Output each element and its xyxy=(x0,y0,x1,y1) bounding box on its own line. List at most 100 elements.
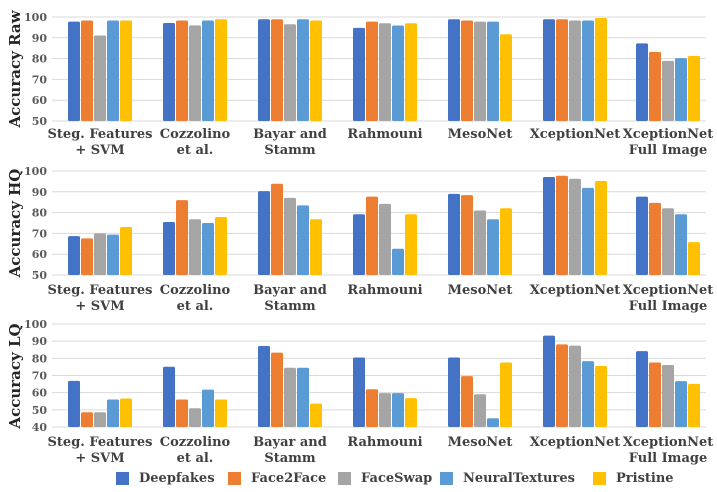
accuracy-hq-bar-faceswap xyxy=(284,197,296,275)
accuracy-raw-bar-deepfakes xyxy=(448,19,460,121)
accuracy-raw-bar-neuraltextures xyxy=(675,58,687,121)
accuracy-lq-y-tick-label: 70 xyxy=(32,370,48,383)
accuracy-hq-bar-pristine xyxy=(688,242,700,275)
accuracy-lq-x-tick-label: Steg. Features xyxy=(48,435,153,450)
accuracy-lq-bar-deepfakes xyxy=(163,366,175,427)
accuracy-lq-x-tick-label: XceptionNet xyxy=(623,435,714,450)
accuracy-lq-x-tick-label: Stamm xyxy=(264,451,316,465)
accuracy-lq-bar-face2face xyxy=(556,344,568,427)
accuracy-lq-bar-deepfakes xyxy=(543,335,555,427)
accuracy-lq-bar-pristine xyxy=(215,399,227,427)
accuracy-hq-bar-face2face xyxy=(81,238,93,275)
accuracy-raw-bar-deepfakes xyxy=(258,19,270,121)
accuracy-hq-bar-deepfakes xyxy=(353,214,365,275)
accuracy-raw-bar-face2face xyxy=(649,51,661,121)
accuracy-raw-bar-faceswap xyxy=(284,24,296,122)
accuracy-lq-bar-faceswap xyxy=(284,367,296,427)
legend-item-deepfakes: Deepfakes xyxy=(116,468,215,488)
accuracy-raw-bar-face2face xyxy=(81,20,93,122)
accuracy-hq-bar-deepfakes xyxy=(636,196,648,275)
accuracy-raw-bar-faceswap xyxy=(474,21,486,121)
accuracy-hq-bar-pristine xyxy=(500,208,512,275)
accuracy-hq-x-tick-label: MesoNet xyxy=(448,283,513,298)
accuracy-raw-bar-pristine xyxy=(595,18,607,121)
legend: Deepfakes Face2Face FaceSwap NeuralTextu… xyxy=(0,468,717,488)
accuracy-hq-y-tick-label: 80 xyxy=(32,207,48,220)
accuracy-raw-bar-faceswap xyxy=(662,60,674,121)
accuracy-lq-bar-pristine xyxy=(688,383,700,427)
accuracy-lq-bar-deepfakes xyxy=(353,357,365,427)
accuracy-lq-bar-deepfakes xyxy=(258,345,270,427)
accuracy-raw-y-tick-label: 70 xyxy=(32,73,48,86)
accuracy-hq-bar-pristine xyxy=(310,219,322,275)
accuracy-lq-bar-faceswap xyxy=(662,365,674,427)
accuracy-lq-bar-face2face xyxy=(649,362,661,427)
accuracy-raw-x-tick-label: Stamm xyxy=(264,143,316,158)
accuracy-hq-x-tick-label: Rahmouni xyxy=(347,283,422,298)
legend-label-pristine: Pristine xyxy=(616,470,674,486)
accuracy-hq-bar-deepfakes xyxy=(163,221,175,275)
legend-label-neuraltextures: NeuralTextures xyxy=(463,470,575,486)
accuracy-raw-bar-pristine xyxy=(405,23,417,122)
accuracy-lq-bar-neuraltextures xyxy=(582,361,594,427)
accuracy-hq-bar-neuraltextures xyxy=(487,219,499,275)
accuracy-lq-bar-neuraltextures xyxy=(202,389,214,427)
accuracy-raw-bar-pristine xyxy=(310,20,322,122)
accuracy-hq-bar-neuraltextures xyxy=(675,214,687,275)
accuracy-raw-bar-faceswap xyxy=(569,20,581,122)
accuracy-hq-bar-pristine xyxy=(595,180,607,275)
accuracy-raw-bar-deepfakes xyxy=(636,43,648,121)
accuracy-hq-bar-deepfakes xyxy=(68,236,80,275)
accuracy-hq-x-tick-label: XceptionNet xyxy=(530,283,621,298)
accuracy-raw-bar-face2face xyxy=(556,19,568,121)
accuracy-lq-bar-deepfakes xyxy=(448,357,460,427)
accuracy-raw-bar-neuraltextures xyxy=(487,21,499,121)
accuracy-lq-bar-face2face xyxy=(366,389,378,427)
accuracy-lq-bar-neuraltextures xyxy=(107,399,119,427)
accuracy-hq-x-tick-label: Stamm xyxy=(264,299,316,314)
accuracy-raw-bar-neuraltextures xyxy=(107,20,119,122)
accuracy-raw-bar-pristine xyxy=(500,34,512,121)
accuracy-lq-bar-face2face xyxy=(81,412,93,427)
legend-swatch-pristine xyxy=(593,471,606,485)
accuracy-hq-bar-faceswap xyxy=(94,233,106,275)
accuracy-lq-x-tick-label: Cozzolino xyxy=(160,435,231,450)
accuracy-hq-y-tick-label: 70 xyxy=(32,227,48,240)
legend-swatch-faceswap xyxy=(338,471,351,485)
accuracy-hq-bar-deepfakes xyxy=(448,193,460,275)
accuracy-hq-x-tick-label: Cozzolino xyxy=(160,283,231,298)
accuracy-lq-bar-faceswap xyxy=(94,412,106,427)
accuracy-hq-x-tick-label: Full Image xyxy=(629,299,707,314)
accuracy-raw-x-tick-label: Full Image xyxy=(629,143,707,158)
accuracy-hq-bar-pristine xyxy=(120,226,132,275)
legend-item-faceswap: FaceSwap xyxy=(338,468,432,488)
accuracy-lq-y-axis-title: Accuracy LQ xyxy=(6,323,24,429)
accuracy-lq-bar-faceswap xyxy=(189,408,201,427)
accuracy-raw-bar-deepfakes xyxy=(163,23,175,122)
accuracy-hq-bar-face2face xyxy=(271,183,283,275)
accuracy-raw-x-tick-label: XceptionNet xyxy=(530,127,621,142)
accuracy-lq-bar-pristine xyxy=(120,398,132,427)
accuracy-raw-y-tick-label: 60 xyxy=(32,94,48,107)
accuracy-lq-bar-face2face xyxy=(176,399,188,427)
accuracy-raw-x-tick-label: Rahmouni xyxy=(347,127,422,142)
accuracy-hq-bar-faceswap xyxy=(189,219,201,275)
accuracy-lq-bar-face2face xyxy=(271,352,283,427)
legend-item-face2face: Face2Face xyxy=(228,468,326,488)
accuracy-raw-bar-pristine xyxy=(120,20,132,122)
accuracy-lq-bar-faceswap xyxy=(474,394,486,427)
accuracy-lq-x-tick-label: et al. xyxy=(177,451,214,465)
accuracy-raw-bar-face2face xyxy=(366,21,378,121)
accuracy-raw-x-tick-label: Cozzolino xyxy=(160,127,231,142)
legend-swatch-face2face xyxy=(228,471,241,485)
legend-label-faceswap: FaceSwap xyxy=(361,470,433,486)
accuracy-lq-y-tick-label: 60 xyxy=(32,387,48,400)
accuracy-lq-x-tick-label: Rahmouni xyxy=(347,435,422,450)
accuracy-lq-x-tick-label: MesoNet xyxy=(448,435,513,450)
accuracy-hq-y-tick-label: 60 xyxy=(32,248,48,261)
accuracy-lq-bar-deepfakes xyxy=(636,351,648,427)
accuracy-hq-y-tick-label: 90 xyxy=(32,186,48,199)
legend-label-face2face: Face2Face xyxy=(251,470,327,486)
accuracy-hq-bar-face2face xyxy=(176,200,188,275)
accuracy-hq-x-tick-label: + SVM xyxy=(75,299,124,314)
